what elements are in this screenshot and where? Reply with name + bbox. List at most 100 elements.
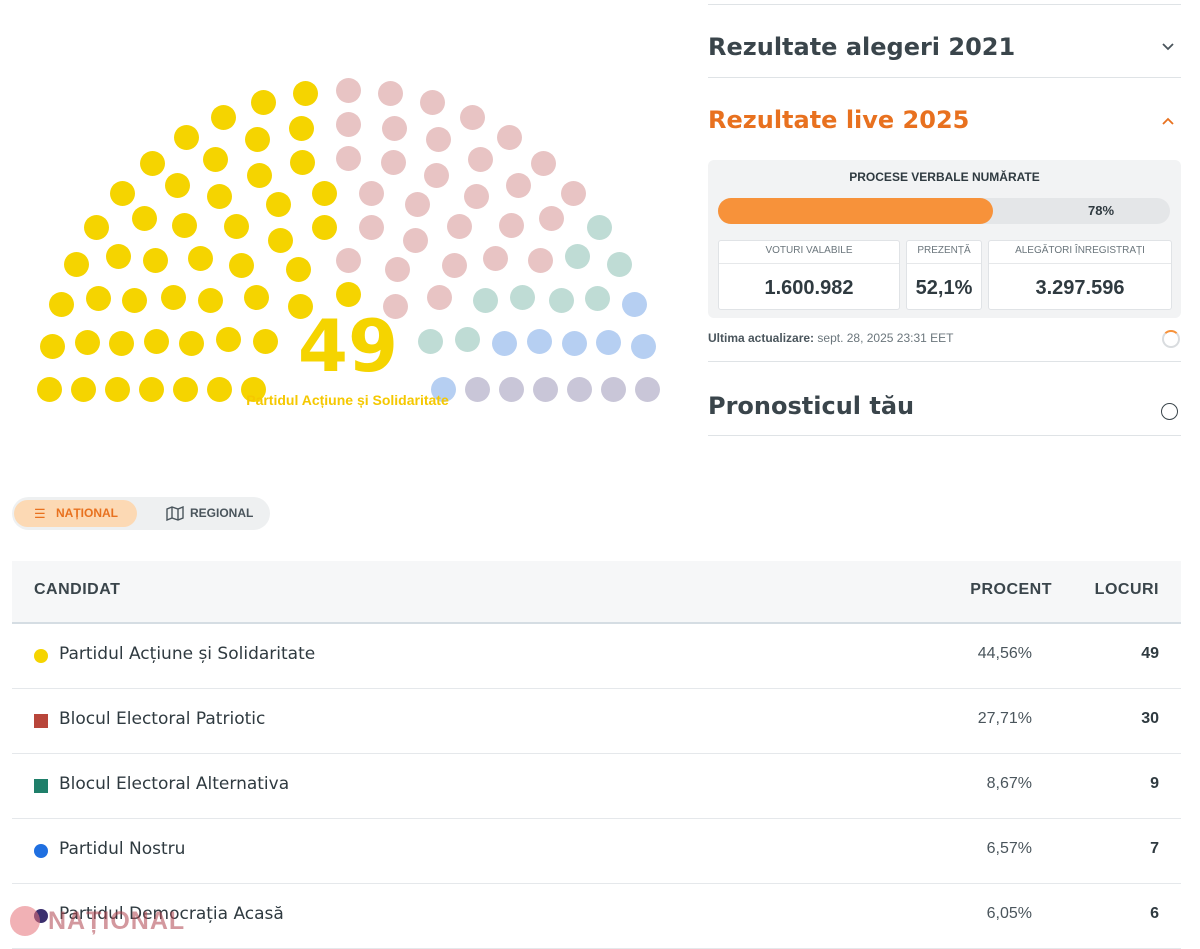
seat-dot xyxy=(109,180,135,206)
stat-label: PREZENȚĂ xyxy=(917,245,971,256)
seat-dot xyxy=(384,257,410,283)
seat-dot xyxy=(335,247,361,273)
seat-dot xyxy=(564,244,590,269)
seat-dot xyxy=(383,294,408,320)
seat-dot xyxy=(203,147,228,172)
seat-dot xyxy=(335,111,361,137)
seat-dot xyxy=(426,285,452,311)
party-name: Partidul Democrația Acasă xyxy=(59,904,284,924)
accordion-live-2025[interactable]: Rezultate live 2025 xyxy=(708,78,1181,150)
seat-dot xyxy=(532,376,558,402)
seat-dot xyxy=(472,288,498,314)
radio-circle-icon[interactable] xyxy=(1161,403,1178,420)
leading-seats-count: 49 xyxy=(297,304,399,388)
seat-dot xyxy=(211,104,237,130)
seat-dot xyxy=(172,213,198,239)
seat-dot xyxy=(240,376,266,402)
progress-label: 78% xyxy=(1088,203,1115,218)
seat-dot xyxy=(228,253,254,279)
seat-dot xyxy=(561,180,587,206)
list-icon: ☰ xyxy=(34,506,46,521)
seat-dot xyxy=(442,253,468,279)
party-name: Blocul Electoral Patriotic xyxy=(59,709,266,729)
seat-dot xyxy=(482,245,508,271)
party-percent: 6,05% xyxy=(986,905,1032,922)
leading-party-name: Partidul Acțiune și Solidaritate xyxy=(246,392,449,408)
stat-value: 52,1% xyxy=(915,277,973,299)
header-percent: PROCENT xyxy=(970,581,1052,598)
accordion-results-2021[interactable]: Rezultate alegeri 2021 xyxy=(708,5,1181,78)
progress-bar: 78% xyxy=(718,198,1170,224)
seat-dot xyxy=(430,376,456,402)
toggle-national-button[interactable]: ☰ NAȚIONAL xyxy=(14,500,137,527)
chevron-up-icon xyxy=(1162,117,1174,125)
party-percent: 8,67% xyxy=(986,775,1032,792)
seat-dot xyxy=(244,285,270,311)
table-row[interactable]: Blocul Electoral Alternativa 8,67% 9 xyxy=(12,753,1181,819)
party-seats: 49 xyxy=(1141,645,1159,662)
seat-dot xyxy=(509,284,535,310)
table-row[interactable]: Partidul Nostru 6,57% 7 xyxy=(12,818,1181,884)
party-seats: 6 xyxy=(1150,905,1159,922)
accordion-prognosis[interactable]: Pronosticul tău xyxy=(708,361,1181,436)
results-table-header: CANDIDAT PROCENT LOCURI xyxy=(12,561,1181,624)
seat-dot xyxy=(526,329,552,355)
party-percent: 6,57% xyxy=(986,840,1032,857)
seat-dot xyxy=(463,184,489,210)
seat-dot xyxy=(498,213,524,239)
seat-dot xyxy=(464,376,490,402)
seat-dot xyxy=(36,376,62,402)
party-percent: 27,71% xyxy=(977,710,1032,727)
seat-dot xyxy=(108,331,134,357)
seat-dot xyxy=(63,252,89,278)
seat-dot xyxy=(607,252,633,278)
seat-dot xyxy=(161,284,187,310)
seat-dot xyxy=(39,333,65,359)
seat-dot xyxy=(312,215,338,241)
party-name: Blocul Electoral Alternativa xyxy=(59,774,290,794)
seat-dot xyxy=(311,180,337,206)
seat-dot xyxy=(198,288,224,314)
table-row[interactable]: Blocul Electoral Patriotic 27,71% 30 xyxy=(12,688,1181,754)
seat-dot xyxy=(380,149,406,175)
party-color-marker xyxy=(34,844,48,858)
seat-dot xyxy=(288,294,313,320)
seat-dot xyxy=(634,376,660,402)
stat-value: 3.297.596 xyxy=(1035,277,1125,299)
seat-dot xyxy=(454,327,480,353)
seat-dot xyxy=(417,329,443,354)
progress-bar-fill xyxy=(718,198,993,224)
seat-dot xyxy=(48,292,74,318)
party-color-marker xyxy=(34,714,48,728)
toggle-regional-button[interactable]: REGIONAL xyxy=(152,500,268,527)
seat-dot xyxy=(143,248,169,274)
seat-dot xyxy=(70,376,96,402)
seat-dot xyxy=(358,215,384,241)
seat-dot xyxy=(423,163,449,189)
table-row[interactable]: Partidul Democrația Acasă 6,05% 6 xyxy=(12,883,1181,949)
seat-dot xyxy=(527,248,553,274)
seat-dot xyxy=(144,329,170,355)
seat-dot xyxy=(216,327,242,353)
last-updated-label: Ultima actualizare: xyxy=(708,331,815,345)
table-row[interactable]: Partidul Acțiune și Solidaritate 44,56% 49 xyxy=(12,623,1181,689)
party-name: Partidul Nostru xyxy=(59,839,186,859)
party-percent: 44,56% xyxy=(977,645,1032,662)
seat-dot xyxy=(505,173,531,199)
chevron-down-icon xyxy=(1162,43,1174,51)
seat-dot xyxy=(253,329,279,354)
seat-dot xyxy=(290,149,316,175)
party-name: Partidul Acțiune și Solidaritate xyxy=(59,644,316,664)
seat-dot xyxy=(600,376,626,402)
seat-dot xyxy=(468,147,493,172)
seat-dot xyxy=(86,285,112,311)
header-candidate: CANDIDAT xyxy=(34,581,121,598)
seat-dot xyxy=(206,376,232,402)
seat-dot xyxy=(139,150,165,176)
seat-dot xyxy=(286,257,312,283)
seat-dot xyxy=(251,89,277,115)
view-toggle: ☰ NAȚIONAL REGIONAL xyxy=(12,497,270,530)
seat-dot xyxy=(491,330,517,356)
party-seats: 7 xyxy=(1150,840,1159,857)
party-seats: 9 xyxy=(1150,775,1159,792)
